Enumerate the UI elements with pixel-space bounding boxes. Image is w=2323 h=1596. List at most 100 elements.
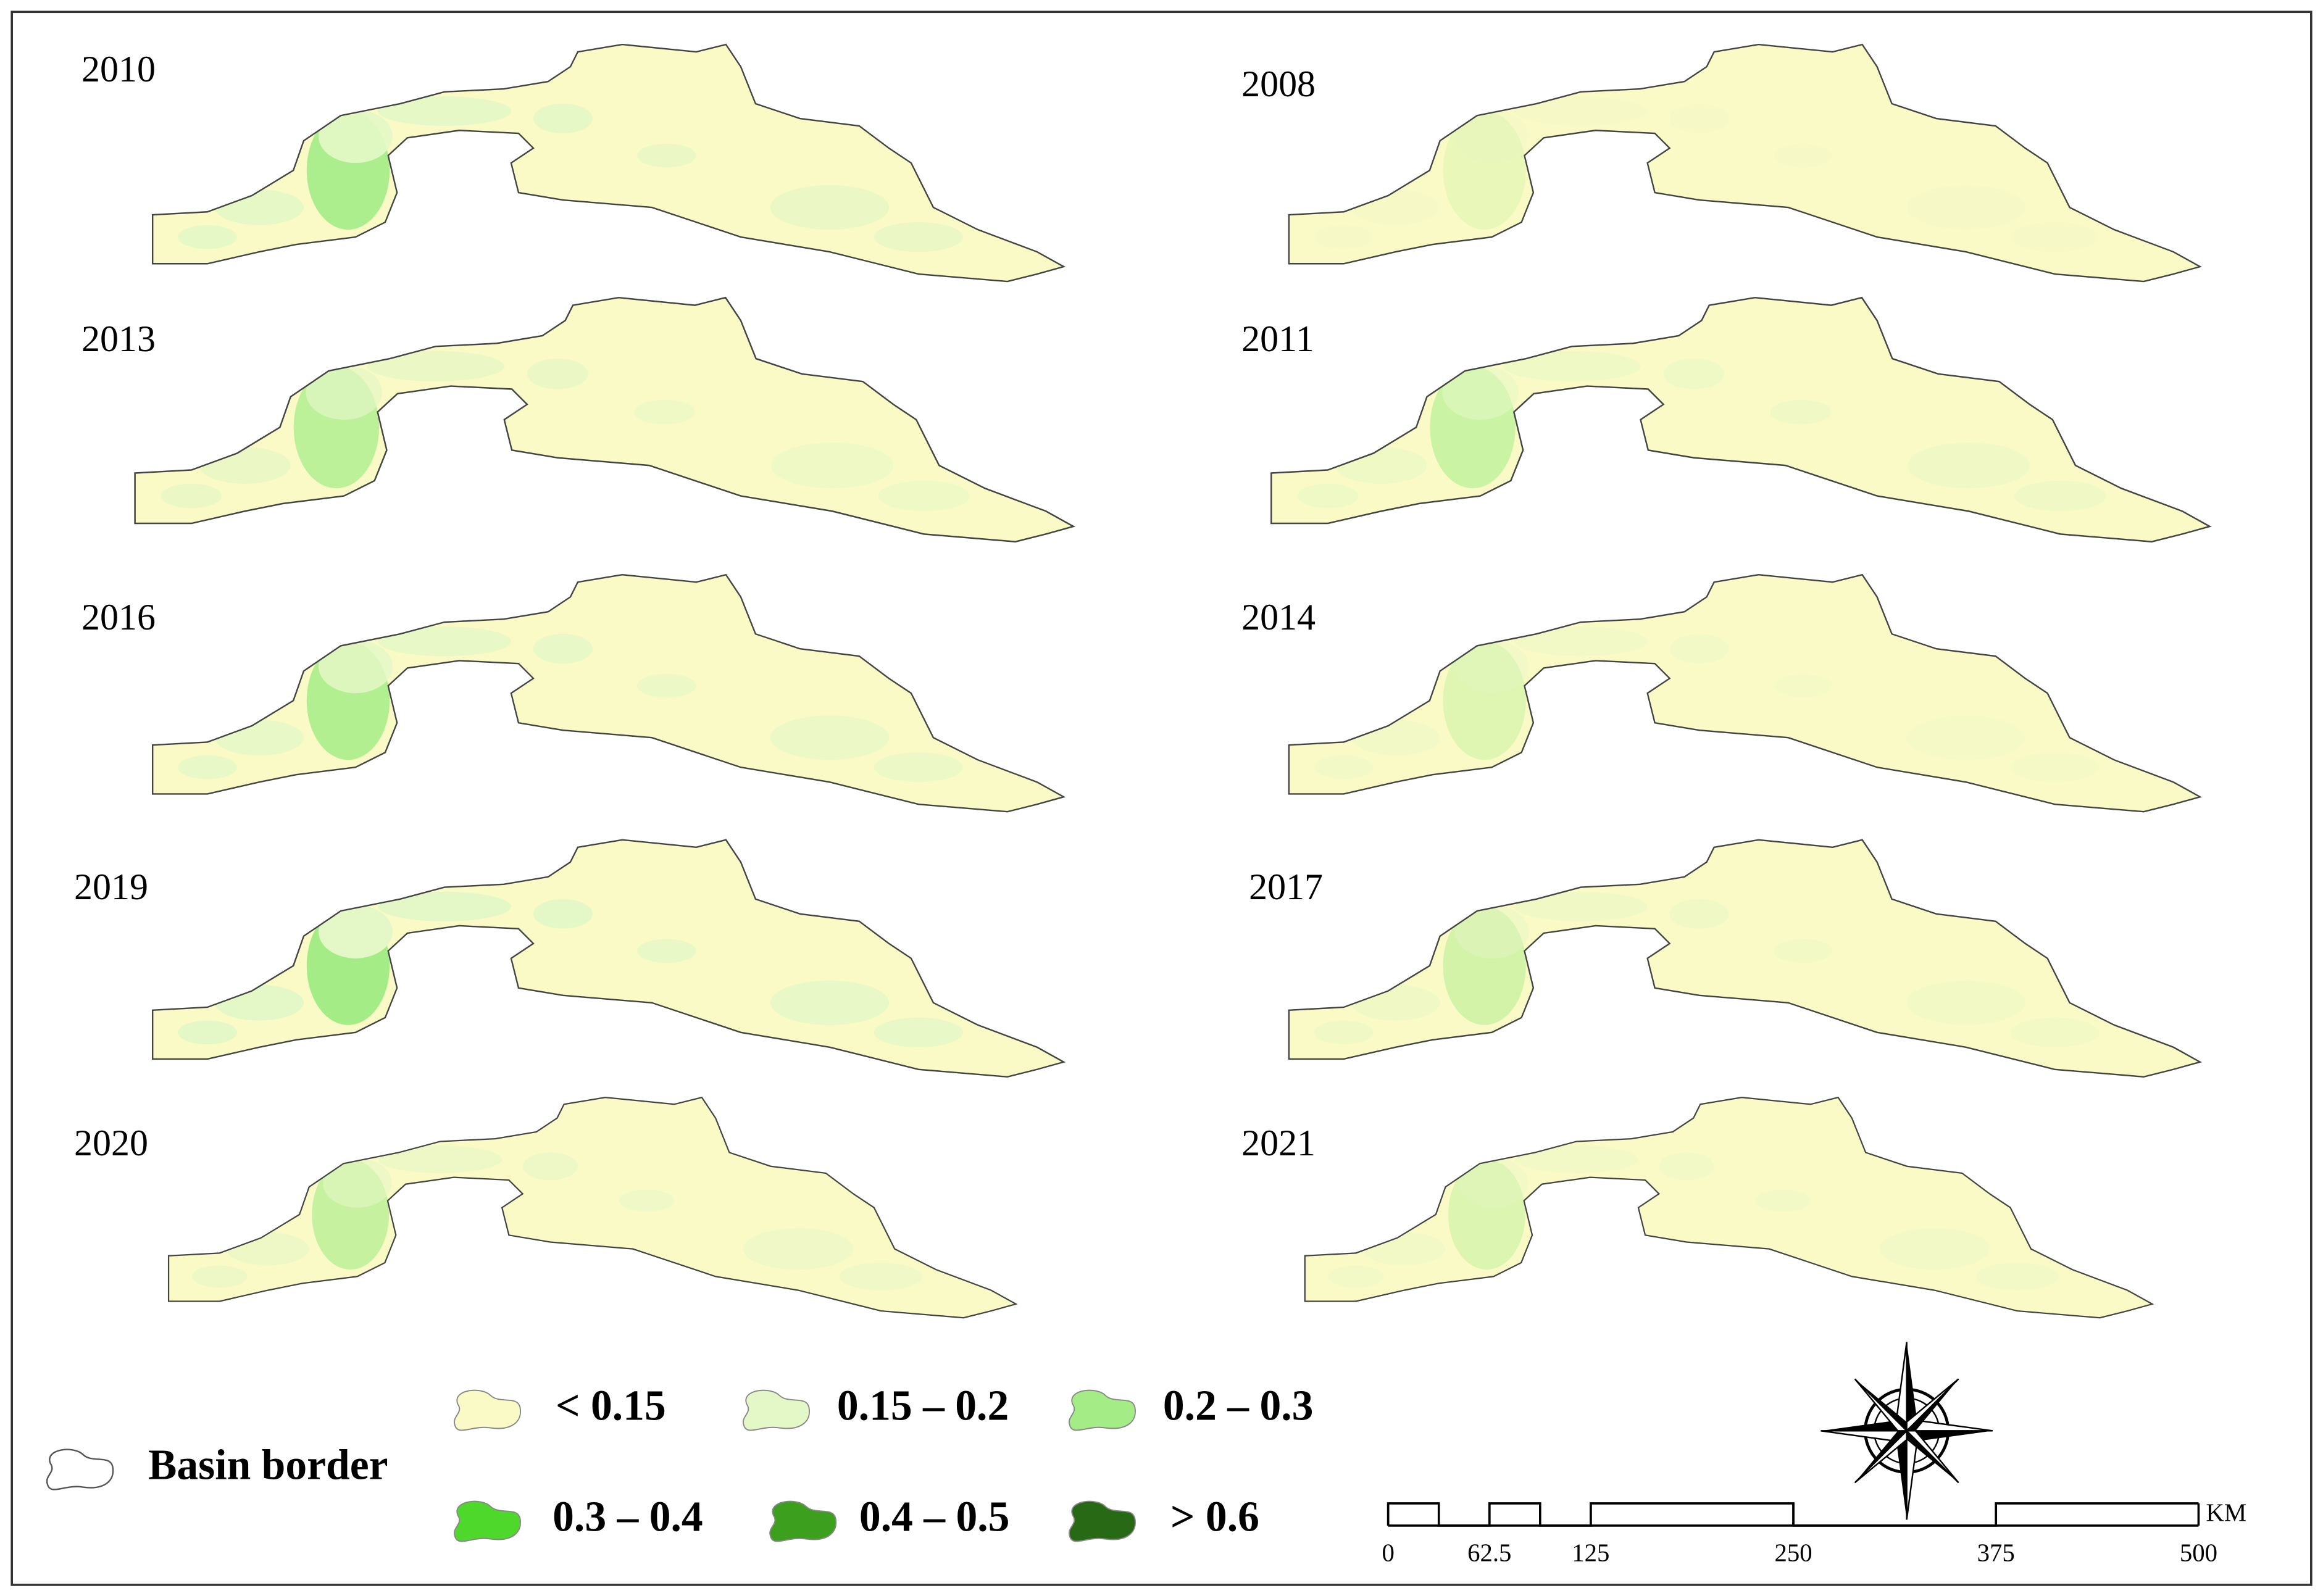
ndvi-patch <box>1314 1020 1374 1044</box>
panel-year: 2010 <box>81 49 156 89</box>
ndvi-patch <box>770 980 889 1025</box>
legend-label: 0.15 – 0.2 <box>837 1382 1009 1430</box>
ndvi-patch <box>636 939 696 963</box>
ndvi-patch <box>1454 109 1529 164</box>
scale-tick-label: 125 <box>1572 1539 1609 1567</box>
scale-tick-label: 250 <box>1774 1539 1812 1567</box>
ndvi-patch <box>2010 1017 2100 1047</box>
ndvi-patch <box>1514 626 1648 657</box>
scale-tick-label: 62.5 <box>1467 1539 1511 1567</box>
panel-year: 2013 <box>81 318 156 359</box>
basin-map <box>167 1097 1017 1319</box>
ndvi-patch <box>367 351 504 382</box>
basin-map <box>151 43 1065 283</box>
panel-year: 2011 <box>1241 318 1314 359</box>
ndvi-patch <box>2010 752 2100 783</box>
ndvi-patches <box>1314 891 2100 1047</box>
ndvi-patch <box>1314 755 1374 779</box>
ndvi-patches <box>1314 96 2100 252</box>
ndvi-patch <box>770 185 889 230</box>
ndvi-patch <box>377 626 511 657</box>
ndvi-patch <box>318 905 393 958</box>
ndvi-patch <box>1454 639 1529 694</box>
ndvi-patch <box>1770 399 1832 425</box>
ndvi-patch <box>1773 939 1833 963</box>
ndvi-patch <box>177 1020 237 1044</box>
ndvi-patches <box>161 351 970 512</box>
ndvi-patch <box>1773 143 1833 168</box>
panel-year: 2021 <box>1241 1123 1316 1163</box>
ndvi-patch <box>771 443 894 489</box>
panel-year: 2014 <box>1241 597 1316 638</box>
ndvi-patch <box>522 1152 578 1181</box>
basin-map <box>1304 1097 2153 1319</box>
ndvi-patch <box>1442 364 1519 420</box>
ndvi-patch <box>1755 1189 1811 1212</box>
scale-unit: KM <box>2206 1499 2246 1527</box>
ndvi-patch <box>1663 359 1725 389</box>
ndvi-patch <box>743 1228 854 1270</box>
ndvi-patch <box>1314 225 1374 249</box>
ndvi-patch <box>633 399 695 425</box>
legend-label: Basin border <box>148 1442 388 1489</box>
ndvi-patch <box>2010 222 2100 252</box>
ndvi-patch <box>1448 1159 1525 1270</box>
ndvi-patch <box>1514 1145 1638 1173</box>
ndvi-patch <box>192 1265 248 1288</box>
ndvi-patch <box>636 674 696 698</box>
panel-year: 2016 <box>81 597 156 638</box>
ndvi-patch <box>2014 480 2106 512</box>
basin-map <box>134 296 1075 542</box>
basin-map <box>1288 839 2201 1078</box>
scale-tick-label: 0 <box>1382 1539 1394 1567</box>
ndvi-patch <box>1514 96 1648 127</box>
ndvi-patch <box>874 752 963 783</box>
basin-map <box>151 574 1065 813</box>
ndvi-patches <box>1297 351 2106 512</box>
ndvi-patch <box>306 364 383 420</box>
ndvi-patch <box>318 109 393 164</box>
ndvi-patch <box>533 899 593 929</box>
ndvi-patch <box>1879 1228 1990 1270</box>
ndvi-patches <box>1328 1145 2059 1291</box>
ndvi-patch <box>1773 674 1833 698</box>
ndvi-patch <box>1906 980 2025 1025</box>
ndvi-patch <box>874 222 963 252</box>
ndvi-patch <box>636 143 696 168</box>
ndvi-patch <box>1906 185 2025 230</box>
ndvi-patch <box>161 483 222 509</box>
legend-label: > 0.6 <box>1170 1494 1259 1541</box>
ndvi-patches <box>1314 626 2100 783</box>
ndvi-patch <box>878 480 970 512</box>
scale-tick-label: 500 <box>2180 1539 2217 1567</box>
ndvi-patch <box>1908 443 2030 489</box>
legend-label: 0.4 – 0.5 <box>859 1494 1010 1541</box>
panel-year: 2017 <box>1249 867 1323 907</box>
ndvi-patch <box>377 96 511 127</box>
panel-year: 2008 <box>1241 64 1316 104</box>
ndvi-patch <box>1443 111 1526 230</box>
ndvi-patch <box>1459 1158 1529 1208</box>
basin-map <box>1288 43 2201 283</box>
legend-label: 0.2 – 0.3 <box>1163 1382 1314 1430</box>
ndvi-patch <box>619 1189 675 1212</box>
basin-map <box>151 839 1065 1078</box>
north-arrow <box>1820 1342 1993 1520</box>
ndvi-patch <box>1454 905 1529 958</box>
ndvi-patch <box>1328 1265 1384 1288</box>
ndvi-patch <box>1297 483 1359 509</box>
ndvi-patch <box>378 1145 503 1173</box>
panels: 2010 2008 2013 2011 2016 2014 2019 2017 2020 2021 <box>74 43 2211 1319</box>
ndvi-patch <box>1669 899 1729 929</box>
ndvi-patches <box>177 96 963 252</box>
ndvi-patches <box>177 891 963 1047</box>
ndvi-patch <box>1659 1152 1714 1181</box>
ndvi-patch <box>1514 891 1648 921</box>
ndvi-patch <box>177 755 237 779</box>
ndvi-patch <box>1503 351 1641 382</box>
panel-year: 2019 <box>74 867 148 907</box>
ndvi-patches <box>192 1145 922 1291</box>
panel-year: 2020 <box>74 1123 148 1163</box>
